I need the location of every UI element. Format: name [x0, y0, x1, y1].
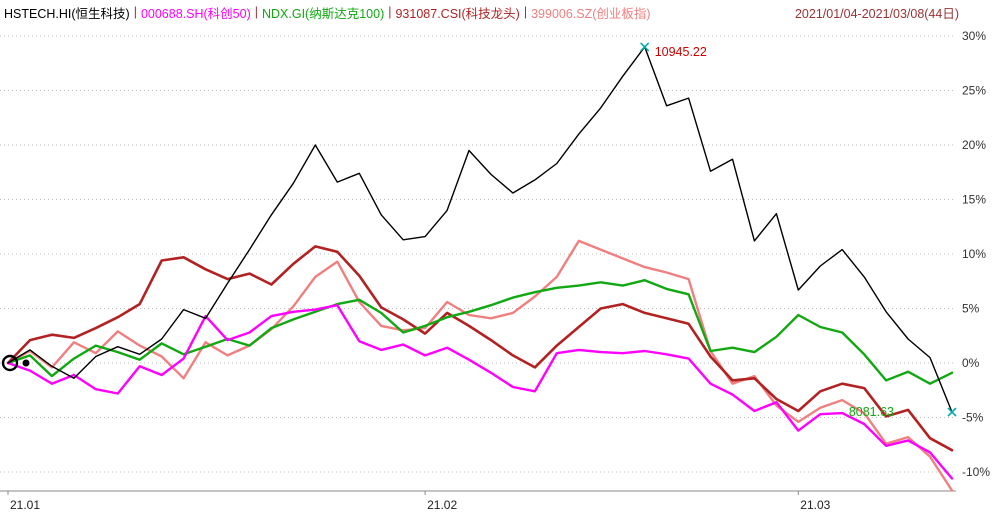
- date-range-label: 2021/01/04-2021/03/08(44日): [794, 6, 959, 21]
- crosshair-marker: [640, 42, 650, 52]
- legend-item-nasdaq100[interactable]: NDX.GI(纳斯达克100): [261, 6, 385, 21]
- y-axis-label: 30%: [962, 29, 986, 43]
- peak-value-label: 10945.22: [655, 45, 707, 59]
- y-axis-label: 5%: [962, 302, 980, 316]
- y-axis-label: -5%: [962, 411, 984, 425]
- series-line-HSTECH.HI[interactable]: [7, 46, 953, 413]
- x-axis-label: 21.03: [800, 498, 830, 512]
- series-line-931087.CSI[interactable]: [6, 245, 954, 452]
- x-axis-label: 21.01: [10, 498, 40, 512]
- y-axis-label: 25%: [962, 84, 986, 98]
- y-axis-label: 20%: [962, 138, 986, 152]
- y-axis-label: -10%: [962, 465, 990, 479]
- start-marker-ring[interactable]: [1, 354, 19, 372]
- legend-item-star50[interactable]: 000688.SH(科创50): [140, 6, 251, 21]
- legend-separator: |: [388, 5, 392, 19]
- y-axis-label: 0%: [962, 356, 980, 370]
- series-line-NDX.GI[interactable]: [6, 279, 954, 385]
- legend-separator: |: [133, 5, 137, 19]
- y-axis-label: 15%: [962, 193, 986, 207]
- legend-item-tech-leader[interactable]: 931087.CSI(科技龙头): [395, 6, 520, 21]
- legend-separator: |: [523, 5, 528, 19]
- legend-bar: HSTECH.HI(恒生科技) | 000688.SH(科创50) | NDX.…: [0, 0, 1008, 24]
- y-axis-label: 10%: [962, 247, 986, 261]
- performance-chart[interactable]: 30% 25% 20% 15% 10% 5% 0% -5% -10% 21.01 21.02 21.0…: [0, 24, 1008, 522]
- x-axis-label: 21.02: [427, 498, 457, 512]
- series-line-000688.SH[interactable]: [6, 304, 954, 480]
- series-line-399006.SZ[interactable]: [6, 239, 954, 492]
- crosshair-marker: [947, 407, 957, 417]
- start-marker-dot[interactable]: [22, 359, 30, 367]
- end-value-label: 8081.63: [849, 405, 894, 419]
- legend-item-hstech[interactable]: HSTECH.HI(恒生科技): [4, 6, 130, 21]
- legend-item-chinext[interactable]: 399006.SZ(创业板指): [531, 6, 651, 21]
- legend-separator: |: [254, 5, 258, 19]
